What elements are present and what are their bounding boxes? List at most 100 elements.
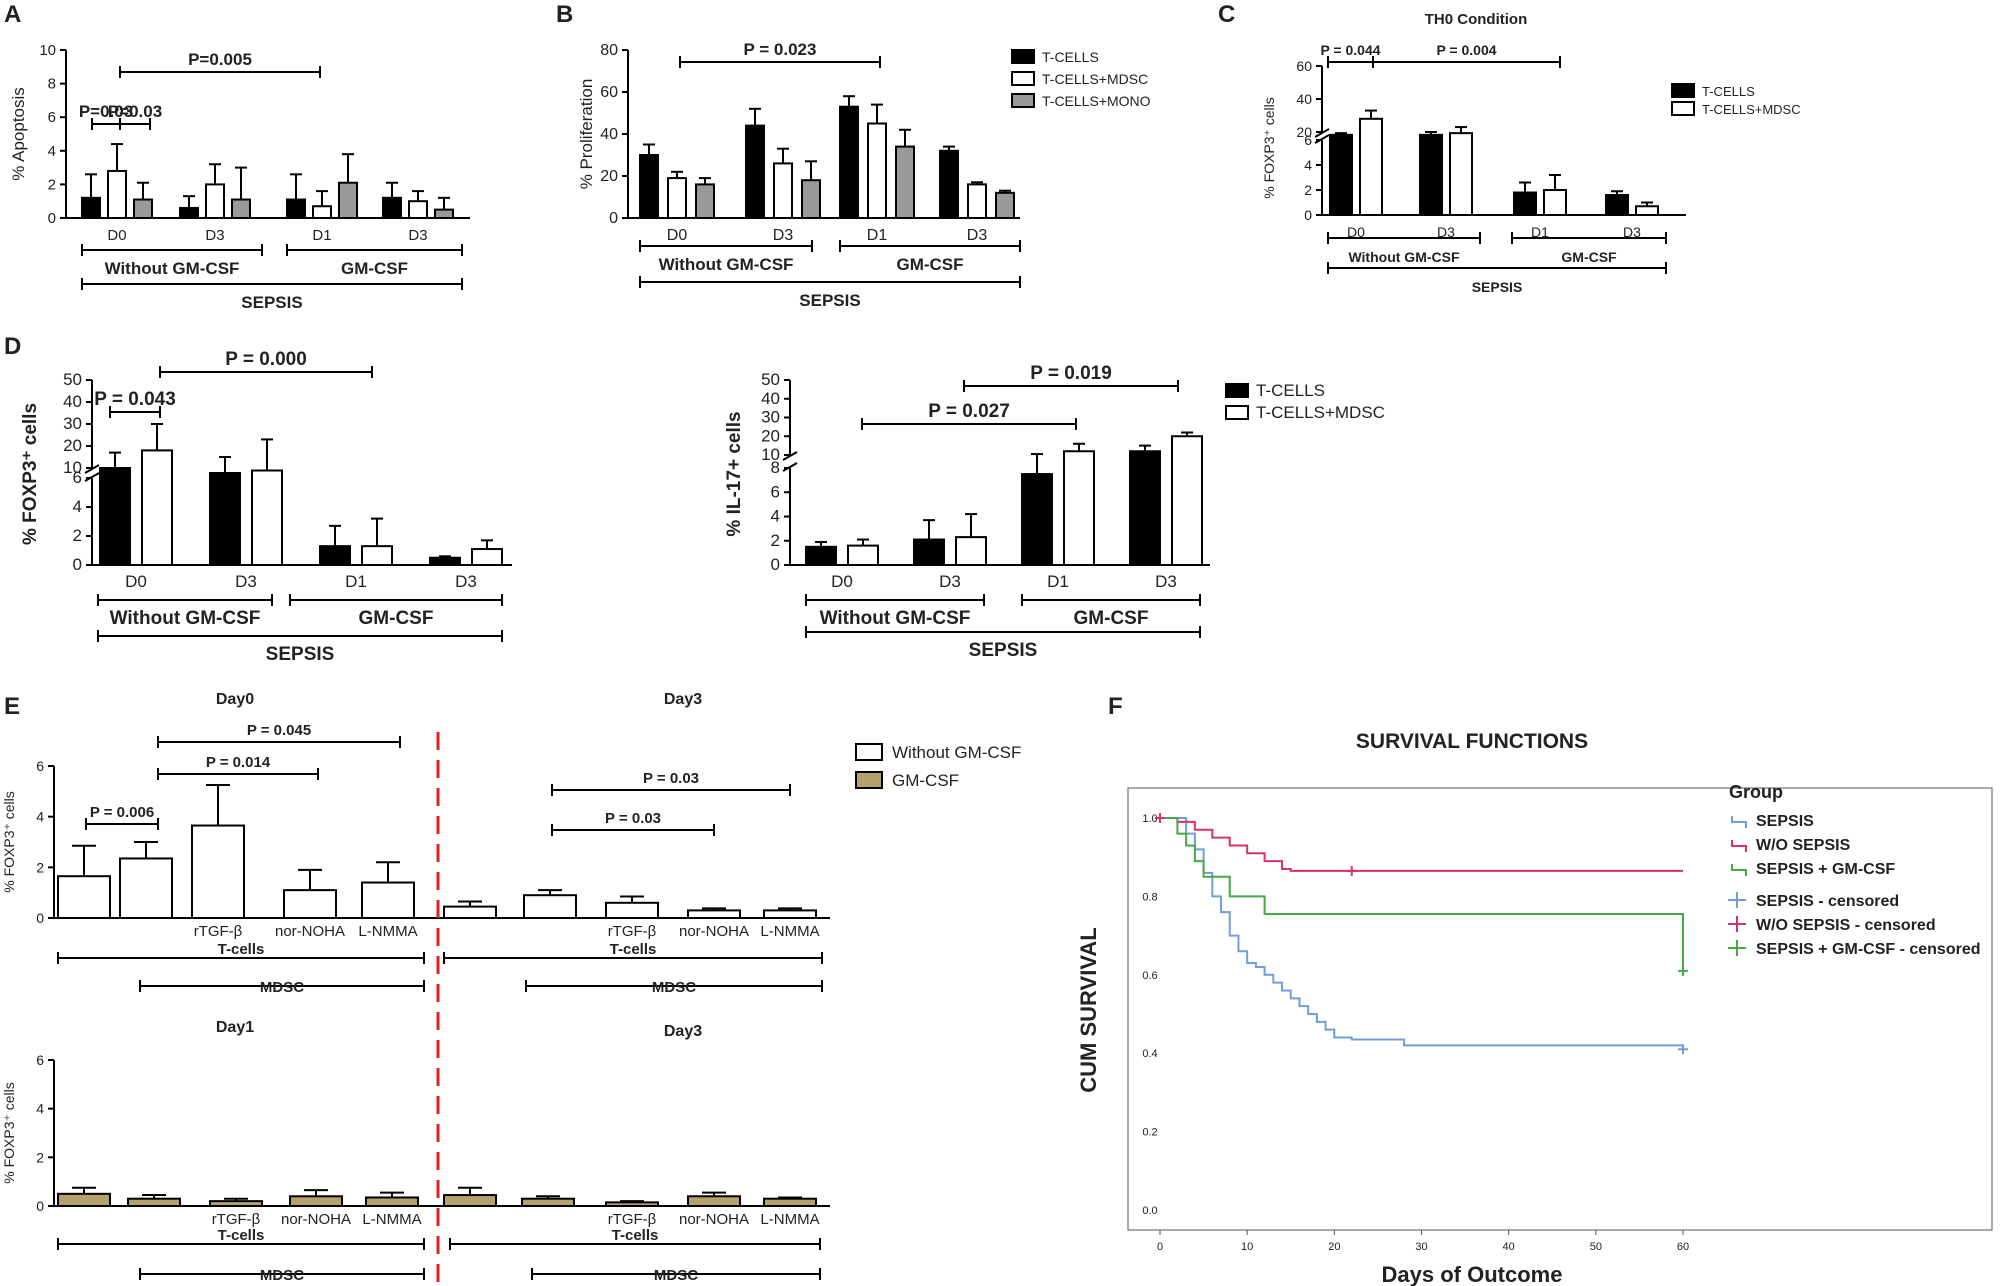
C-ytick-label: 4 bbox=[1304, 157, 1312, 173]
A-ytick-label: 10 bbox=[39, 42, 56, 59]
category-label-C: D3 bbox=[1437, 224, 1455, 240]
bar-A-2-0 bbox=[286, 198, 306, 220]
d2-pvalue-bracket-2-label: P = 0.027 bbox=[928, 401, 1010, 422]
B-ytick-label: 20 bbox=[600, 168, 618, 185]
bar-C-1-0 bbox=[1419, 133, 1443, 217]
bar-D-0-1 bbox=[141, 449, 173, 566]
f-xtick-label: 60 bbox=[1677, 1241, 1689, 1253]
e-subplot-title: Day0 bbox=[216, 691, 254, 708]
e-ytick-label: 6 bbox=[36, 1052, 44, 1068]
panel-letter-f: F bbox=[1108, 693, 1123, 720]
category-label-A: D0 bbox=[107, 227, 126, 244]
f-legend-label: W/O SEPSIS bbox=[1756, 837, 1851, 854]
bar-e-3-1 bbox=[521, 1197, 575, 1207]
f-survival-line-2 bbox=[1160, 817, 1684, 971]
D2-ytick-label: 6 bbox=[771, 482, 780, 501]
e-category-label: nor-NOHA bbox=[275, 923, 345, 940]
e-category-label: L-NMMA bbox=[362, 1211, 421, 1228]
f-chart-title: SURVIVAL FUNCTIONS bbox=[1356, 730, 1588, 753]
bar-D-3-0 bbox=[429, 556, 461, 566]
f-xtick-label: 30 bbox=[1415, 1241, 1427, 1253]
bar-B-2-1 bbox=[867, 122, 887, 219]
f-plot-frame bbox=[1127, 787, 1993, 1231]
bar-e-1-2 bbox=[605, 901, 659, 919]
C-ytick-label: 60 bbox=[1296, 58, 1312, 74]
bar-D2-3-1 bbox=[1171, 435, 1203, 566]
c-chart-title: TH0 Condition bbox=[1425, 11, 1527, 28]
C-group-label: Without GM-CSF bbox=[1348, 249, 1460, 265]
D-ytick-label: 4 bbox=[73, 497, 82, 516]
legend-swatch-C-1 bbox=[1671, 101, 1695, 116]
legend-label-C: T-CELLS+MDSC bbox=[1702, 102, 1801, 117]
e-category-label: nor-NOHA bbox=[281, 1211, 351, 1228]
e-category-label: rTGF-β bbox=[608, 923, 657, 940]
e-category-label: L-NMMA bbox=[358, 923, 417, 940]
D2-ytick-label: 8 bbox=[771, 458, 780, 477]
f-x-axis-title: Days of Outcome bbox=[1382, 1262, 1563, 1286]
category-label-A: D3 bbox=[205, 227, 224, 244]
legend-label-B: T-CELLS+MONO bbox=[1042, 93, 1151, 109]
D2-group-label: Without GM-CSF bbox=[820, 608, 971, 629]
f-xtick-label: 0 bbox=[1157, 1241, 1163, 1253]
a-y-axis-title: % Apoptosis bbox=[9, 87, 28, 181]
legend-swatch-D2-0 bbox=[1225, 383, 1249, 398]
bar-D2-0-1 bbox=[847, 544, 879, 566]
A-group-label: Without GM-CSF bbox=[105, 259, 240, 278]
bar-C-3-0 bbox=[1605, 194, 1629, 216]
legend-swatch-B-2 bbox=[1011, 93, 1035, 108]
e-ytick-label: 2 bbox=[36, 859, 44, 875]
category-label-B: D1 bbox=[867, 227, 888, 244]
D-ytick-label: 50 bbox=[63, 370, 82, 389]
e-subplot-title: Day1 bbox=[216, 1019, 254, 1036]
legend-label-B: T-CELLS bbox=[1042, 49, 1099, 65]
bar-e-0-2 bbox=[191, 824, 245, 919]
category-label-D: D3 bbox=[455, 572, 477, 591]
category-label-D2: D0 bbox=[831, 572, 853, 591]
bar-A-3-0 bbox=[382, 196, 402, 219]
legend-label-D2: T-CELLS bbox=[1256, 381, 1325, 400]
bar-A-0-1 bbox=[107, 169, 127, 220]
f-legend-label: W/O SEPSIS - censored bbox=[1756, 917, 1936, 934]
C-ytick-label: 0 bbox=[1304, 207, 1312, 223]
f-xtick-label: 40 bbox=[1503, 1241, 1515, 1253]
C-ytick-label: 20 bbox=[1296, 124, 1312, 140]
bar-A-2-1 bbox=[312, 205, 332, 220]
A-ytick-label: 8 bbox=[48, 76, 56, 93]
bar-e-1-3 bbox=[687, 909, 741, 920]
D2-ytick-label: 2 bbox=[771, 531, 780, 550]
e-pvalue-1-label: P = 0.014 bbox=[206, 754, 271, 771]
e-category-label: nor-NOHA bbox=[679, 923, 749, 940]
bar-e-2-1 bbox=[127, 1197, 181, 1207]
e-mdsc-label: MDSC bbox=[260, 979, 304, 996]
c-pvalue-bracket-1-label: P = 0.044 bbox=[1320, 42, 1380, 58]
D2-ytick-label: 4 bbox=[771, 507, 780, 526]
f-ytick-label: 0.6 bbox=[1142, 970, 1157, 982]
bar-D2-1-0 bbox=[913, 538, 945, 566]
e-mdsc-label: MDSC bbox=[652, 979, 696, 996]
bar-e-0-3 bbox=[283, 889, 337, 920]
e-subplot-title: Day3 bbox=[664, 1023, 702, 1040]
bar-e-2-4 bbox=[365, 1196, 419, 1207]
c-y-axis-title: % FOXP3⁺ cells bbox=[1261, 97, 1277, 199]
category-label-C: D3 bbox=[1623, 224, 1641, 240]
D-ytick-label: 0 bbox=[73, 555, 82, 574]
category-label-B: D0 bbox=[667, 227, 688, 244]
d2-y-axis-title: % IL-17+ cells bbox=[724, 411, 745, 536]
A-ytick-label: 2 bbox=[48, 176, 56, 193]
f-legend-line-1 bbox=[1731, 840, 1747, 852]
bar-e-0-1 bbox=[119, 857, 173, 920]
bar-A-1-2 bbox=[231, 198, 251, 220]
e-subplot-title: Day3 bbox=[664, 691, 702, 708]
legend-swatch-e-0 bbox=[855, 743, 883, 761]
bar-B-0-0 bbox=[639, 154, 659, 219]
D2-ytick-label: 30 bbox=[761, 408, 780, 427]
bar-B-3-0 bbox=[939, 149, 959, 219]
e-ytick-label: 0 bbox=[36, 910, 44, 926]
e-tcells-label: T-cells bbox=[612, 1227, 659, 1244]
legend-swatch-C-0 bbox=[1671, 83, 1695, 98]
d-y-axis-title: % FOXP3⁺ cells bbox=[20, 403, 41, 545]
f-ytick-label: 0.4 bbox=[1142, 1048, 1157, 1060]
A-ytick-label: 4 bbox=[48, 143, 56, 160]
D-ytick-label: 20 bbox=[63, 436, 82, 455]
bar-B-0-2 bbox=[695, 183, 715, 219]
